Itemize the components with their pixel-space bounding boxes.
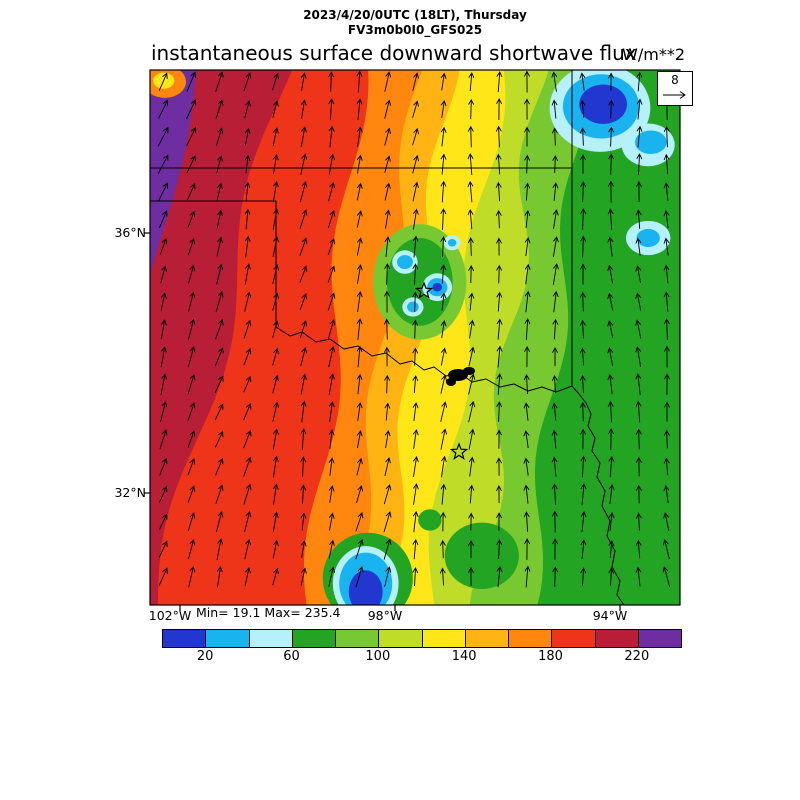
colorbar-segment: [205, 630, 249, 647]
colorbar-segment: [464, 630, 508, 647]
colorbar-segment: [551, 630, 595, 647]
colorbar-segment: [637, 630, 681, 647]
colorbar-tick-label: 20: [196, 649, 214, 664]
colorbar-tick-label: 140: [451, 649, 477, 664]
map-content: [150, 70, 680, 605]
colorbar-tick-label: 100: [365, 649, 391, 664]
colorbar-tick-label: 60: [283, 649, 300, 664]
contour-blob: [636, 228, 660, 248]
colorbar-segment: [335, 630, 379, 647]
colorbar-segment: [248, 630, 292, 647]
wind-vectors: [157, 70, 671, 588]
contour-blob: [348, 570, 383, 605]
contour-blob: [447, 239, 457, 247]
colorbar-tick-label: 220: [624, 649, 650, 664]
star-marker: [414, 281, 434, 299]
star-markers: [414, 281, 469, 460]
lon-label: 94°W: [592, 608, 628, 623]
lake-blob: [448, 369, 468, 381]
contour-blob: [444, 522, 519, 589]
units-label: W/m**2: [622, 45, 685, 64]
lake-blob: [446, 378, 456, 386]
star-marker: [449, 442, 469, 460]
colorbar-segment: [378, 630, 422, 647]
contour-blob: [418, 509, 442, 531]
contour-blob: [579, 84, 627, 125]
contour-blob: [396, 255, 413, 270]
wind-reference-value: 8: [671, 73, 679, 87]
datetime-header: 2023/4/20/0UTC (18LT), Thursday: [303, 8, 527, 22]
axis-ticks: [144, 232, 621, 611]
colorbar-segment: [421, 630, 465, 647]
state-borders: [150, 70, 625, 605]
flux-fill-bands: [150, 70, 594, 605]
colorbar-segment: [508, 630, 552, 647]
lat-label: 36°N: [114, 225, 146, 240]
colorbar-tick-label: 180: [538, 649, 563, 664]
map-frame: [149, 69, 681, 606]
lon-label: 98°W: [367, 608, 403, 623]
colorbar-segment: [163, 630, 206, 647]
contour-blob: [634, 130, 667, 154]
cloud-blobs: [150, 70, 675, 605]
contour-blob: [407, 301, 419, 313]
colorbar: [162, 629, 682, 648]
map-canvas: [144, 69, 681, 611]
lon-label: 102°W: [148, 608, 192, 623]
contour-blob: [432, 282, 443, 292]
plot-title: instantaneous surface downward shortwave…: [151, 41, 637, 65]
border-tx_east: [571, 385, 625, 605]
flux-band-dark_red: [150, 70, 293, 605]
colorbar-segment: [291, 630, 335, 647]
model-header: FV3m0b0I0_GFS025: [347, 23, 483, 37]
wind-reference-box: 8: [657, 71, 693, 106]
border-red_river: [275, 326, 573, 393]
wind-reference-arrow-icon: [663, 91, 686, 99]
lake-blob: [463, 367, 475, 375]
colorbar-segment: [594, 630, 638, 647]
lat-label: 32°N: [114, 485, 146, 500]
minmax-readout: Min= 19.1 Max= 235.4: [196, 605, 341, 620]
